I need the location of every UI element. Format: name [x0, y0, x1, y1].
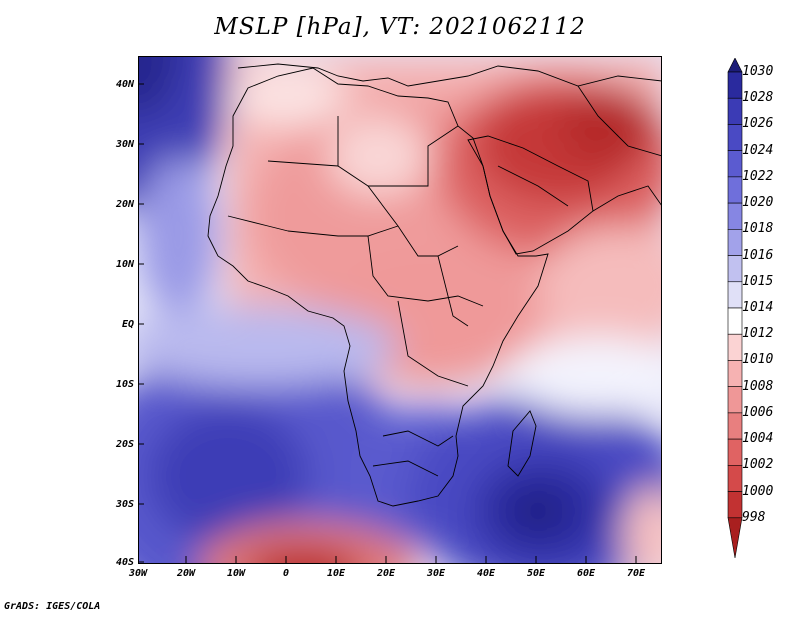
axis-ticks — [138, 83, 637, 564]
colorbar-swatch — [727, 386, 743, 414]
lat-label-eq: EQ — [121, 319, 134, 330]
lat-label-30n: 30N — [115, 139, 134, 150]
lon-label-40e: 40E — [476, 568, 496, 579]
colorbar-swatch — [727, 58, 743, 73]
colorbar-label: 1026 — [742, 116, 774, 132]
colorbar-swatch — [727, 281, 743, 309]
lon-label-30e: 30E — [426, 568, 446, 579]
colorbar-swatch — [727, 71, 743, 99]
colorbar — [727, 58, 743, 558]
lon-label-50e: 50E — [526, 568, 546, 579]
colorbar-swatch — [727, 124, 743, 151]
lon-label-20e: 20E — [376, 568, 396, 579]
colorbar-swatch — [727, 97, 743, 125]
lat-label-10n: 10N — [115, 259, 134, 270]
lon-label-70e: 70E — [626, 568, 646, 579]
colorbar-label: 1014 — [742, 300, 774, 315]
colorbar-label: 1002 — [742, 457, 774, 473]
lon-label-10e: 10E — [326, 568, 346, 579]
colorbar-swatch — [727, 333, 743, 361]
colorbar-label: 1028 — [742, 90, 774, 106]
colorbar-label: 1022 — [742, 168, 774, 184]
lon-label-0: 0 — [282, 568, 290, 579]
colorbar-label: 1018 — [742, 221, 774, 237]
lon-label-30w: 30W — [128, 568, 148, 579]
colorbar-swatch — [727, 255, 743, 283]
colorbar-label: 1024 — [742, 142, 774, 158]
lat-label-40n: 40N — [115, 79, 134, 90]
colorbar-label: 1016 — [742, 247, 774, 263]
lat-label-40s: 40S — [115, 557, 134, 568]
colorbar-label: 1010 — [742, 352, 774, 368]
colorbar-label: 1008 — [742, 378, 774, 394]
colorbar-label: 1000 — [742, 483, 774, 499]
colorbar-label: 1006 — [742, 404, 774, 420]
colorbar-label: 1030 — [742, 64, 774, 79]
colorbar-label: 1020 — [742, 195, 774, 211]
colorbar-label: 1012 — [742, 326, 774, 342]
colorbar-swatch — [727, 491, 743, 519]
lat-label-30s: 30S — [115, 499, 134, 510]
map-title: MSLP [hPa], VT: 2021062112 — [214, 14, 586, 40]
lon-label-60e: 60E — [576, 568, 596, 579]
lat-label-20n: 20N — [115, 199, 134, 210]
coastlines — [207, 63, 662, 507]
colorbar-swatch — [727, 412, 743, 440]
colorbar-label: 998 — [742, 509, 766, 525]
colorbar-label: 1015 — [742, 273, 774, 289]
colorbar-swatch — [727, 307, 743, 335]
lon-label-10w: 10W — [226, 568, 246, 579]
lat-label-10s: 10S — [115, 379, 134, 390]
pressure-map — [138, 56, 662, 564]
colorbar-swatch — [727, 360, 743, 387]
colorbar-swatch — [727, 438, 743, 466]
colorbar-swatch — [727, 229, 743, 256]
colorbar-swatch — [727, 150, 743, 178]
colorbar-label: 1004 — [742, 431, 774, 447]
footer-credit: GrADS: IGES/COLA — [4, 601, 101, 612]
lon-label-20w: 20W — [176, 568, 196, 579]
colorbar-swatch — [727, 465, 743, 492]
lat-label-20s: 20S — [115, 439, 134, 450]
colorbar-swatch — [727, 517, 743, 558]
colorbar-swatch — [727, 176, 743, 204]
colorbar-swatch — [727, 202, 743, 230]
